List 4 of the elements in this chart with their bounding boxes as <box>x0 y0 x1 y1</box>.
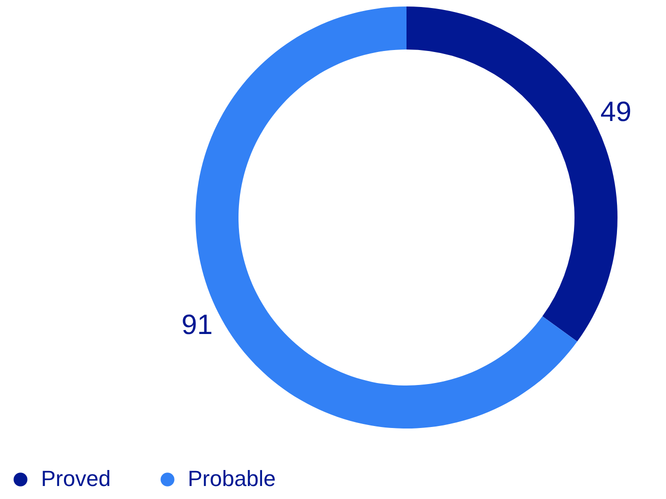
legend-label: Proved <box>41 466 111 492</box>
legend-label: Probable <box>188 466 276 492</box>
data-label: 91 <box>182 309 213 340</box>
data-label: 49 <box>600 96 632 127</box>
